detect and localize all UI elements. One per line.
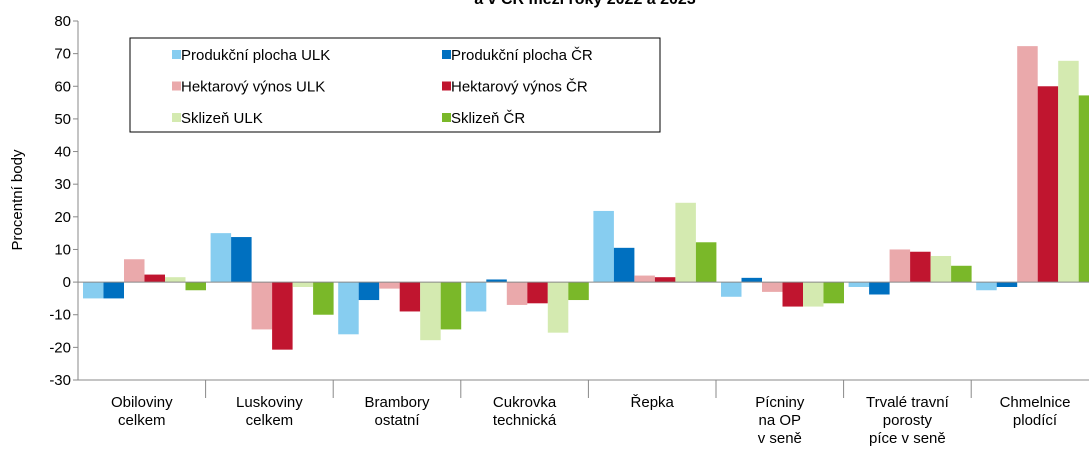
x-tick-label: Luskoviny celkem [236, 394, 303, 429]
bar [741, 277, 762, 283]
bar [613, 247, 635, 283]
legend-label: Hektarový výnos ČR [451, 79, 588, 96]
bar [593, 210, 614, 283]
bar [231, 237, 252, 283]
bar [165, 277, 186, 283]
legend-swatch [442, 113, 451, 122]
bar [721, 282, 742, 297]
chart-title: a v ČR mezi roky 2022 a 2023 [474, 0, 696, 8]
legend-label: Sklizeň ULK [181, 110, 263, 127]
legend-label: Produkční plocha ČR [451, 47, 593, 64]
y-tick-label: 40 [54, 144, 71, 161]
y-axis-label: Procentní body [9, 149, 26, 250]
y-tick-label: -10 [49, 307, 71, 324]
x-tick-label: Řepka [631, 394, 675, 411]
bar [869, 282, 890, 295]
bar [654, 277, 676, 283]
bar [103, 282, 124, 299]
bar [803, 282, 824, 307]
y-tick-label: 10 [54, 241, 71, 258]
bar [782, 282, 803, 307]
bar [951, 265, 972, 283]
bar [996, 282, 1018, 287]
bar [634, 275, 655, 283]
bar [1058, 60, 1079, 283]
y-tick-label: -20 [49, 339, 71, 356]
x-tick-label: Cukrovka technická [493, 394, 557, 429]
bar [465, 282, 487, 312]
bar [568, 282, 589, 301]
legend-box [129, 37, 661, 133]
bar [83, 282, 104, 299]
x-tick-label: Pícniny na OP v seně [755, 394, 805, 447]
x-tick-label: Obiloviny celkem [111, 394, 173, 429]
legend-swatch [172, 50, 181, 59]
bar [1078, 95, 1089, 283]
bar [185, 282, 206, 291]
bar [440, 282, 462, 330]
bar [358, 282, 380, 301]
bar [675, 202, 696, 283]
legend-swatch [172, 81, 181, 91]
bar [399, 282, 421, 312]
bar [976, 282, 997, 291]
y-tick-label: 70 [54, 46, 71, 63]
y-tick-label: 80 [54, 13, 71, 30]
bar [762, 282, 783, 292]
legend-swatch [442, 50, 451, 59]
bar [1017, 46, 1038, 283]
bar [506, 282, 528, 305]
y-tick-label: 30 [54, 176, 71, 193]
y-tick-label: 50 [54, 111, 71, 128]
bar [848, 282, 870, 287]
bar [930, 255, 952, 283]
bar [910, 251, 931, 283]
bar [379, 282, 400, 289]
bar [251, 282, 273, 330]
bar [144, 274, 165, 283]
bar [486, 279, 507, 283]
bar [124, 259, 145, 283]
legend-label: Sklizeň ČR [451, 110, 525, 127]
legend-label: Produkční plocha ULK [181, 47, 330, 64]
bar [313, 282, 334, 315]
bar [527, 282, 548, 304]
bar [889, 249, 911, 283]
bar [420, 282, 441, 341]
x-tick-label: Chmelnice plodící [1000, 394, 1071, 429]
legend-swatch [172, 113, 181, 122]
y-tick-label: 0 [63, 274, 71, 291]
x-tick-label: Brambory ostatní [364, 394, 430, 429]
bar [823, 282, 844, 304]
y-tick-label: 20 [54, 209, 71, 226]
bar [292, 282, 314, 287]
bar [272, 282, 293, 350]
y-tick-label: 60 [54, 78, 71, 95]
bar [210, 233, 232, 283]
legend-label: Hektarový výnos ULK [181, 79, 325, 96]
x-tick-label: Trvalé travní porosty píce v seně [866, 394, 950, 447]
y-tick-label: -30 [49, 372, 71, 389]
legend-swatch [442, 81, 451, 91]
bar [338, 282, 359, 335]
bar [1037, 86, 1059, 283]
bar [547, 282, 569, 333]
bar [695, 242, 717, 283]
